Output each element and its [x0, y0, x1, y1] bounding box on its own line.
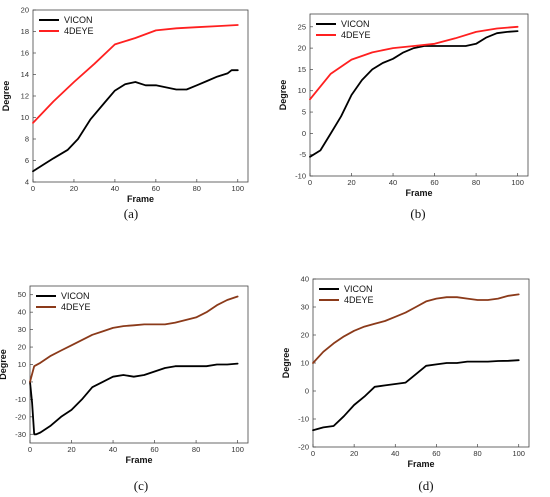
y-tick-label: 15 — [298, 65, 306, 74]
y-tick-label: -10 — [15, 395, 26, 404]
x-axis-label: Frame — [405, 188, 432, 198]
series-line-4deye — [309, 25, 519, 101]
x-tick-label: 100 — [511, 178, 524, 187]
panel-caption: (b) — [410, 206, 425, 221]
x-tick-label: 0 — [308, 178, 312, 187]
x-tick-label: 40 — [111, 184, 119, 193]
y-tick-label: 0 — [22, 377, 26, 386]
x-tick-label: 100 — [231, 445, 244, 454]
y-tick-label: 50 — [18, 290, 26, 299]
series-line-vicon — [309, 30, 519, 158]
x-axis-label: Frame — [125, 455, 152, 465]
x-tick-label: 60 — [430, 178, 438, 187]
plot-frame — [309, 13, 529, 177]
y-tick-label: -10 — [298, 415, 309, 424]
y-tick-label: 10 — [18, 360, 26, 369]
y-tick-label: -5 — [299, 150, 306, 159]
x-tick-label: 20 — [70, 184, 78, 193]
y-tick-label: 30 — [301, 303, 309, 312]
y-tick-label: 40 — [18, 308, 26, 317]
x-tick-label: 20 — [350, 449, 358, 458]
legend-label: VICON — [344, 284, 373, 294]
y-tick-label: 25 — [298, 22, 306, 31]
x-tick-label: 100 — [512, 449, 525, 458]
y-tick-label: 10 — [21, 113, 29, 122]
x-tick-label: 40 — [389, 178, 397, 187]
legend-label: 4DEYE — [61, 302, 91, 312]
chart-0: 0 20 40 60 80 100 4 6 8 10 12 14 16 18 20 Frame Degree VI… — [1, 6, 249, 221]
y-axis-label: Degree — [278, 80, 288, 111]
x-tick-label: 0 — [311, 449, 315, 458]
x-tick-label: 60 — [432, 449, 440, 458]
y-tick-label: 20 — [301, 331, 309, 340]
legend-label: VICON — [61, 291, 90, 301]
y-tick-label: 10 — [298, 86, 306, 95]
y-tick-label: 12 — [21, 92, 29, 101]
legend-label: VICON — [64, 15, 93, 25]
legend-label: VICON — [341, 19, 370, 29]
panel-caption: (a) — [124, 206, 138, 221]
x-tick-label: 60 — [150, 445, 158, 454]
y-tick-label: 10 — [301, 359, 309, 368]
chart-1: 0 20 40 60 80 100 -10 -5 0 5 10 15 20 25 Frame Degree VI… — [278, 13, 529, 221]
y-axis-label: Degree — [0, 349, 8, 380]
series-line-vicon — [312, 359, 520, 432]
y-tick-label: 0 — [305, 387, 309, 396]
legend-label: 4DEYE — [64, 26, 94, 36]
x-tick-label: 80 — [472, 178, 480, 187]
legend-label: 4DEYE — [341, 30, 371, 40]
x-tick-label: 40 — [109, 445, 117, 454]
y-tick-label: 8 — [25, 135, 29, 144]
chart-3: 0 20 40 60 80 100 -20 -10 0 10 20 30 40 Frame Degree VI… — [281, 275, 530, 493]
series-line-vicon — [29, 362, 239, 436]
y-tick-label: 18 — [21, 27, 29, 36]
y-tick-label: 0 — [302, 129, 306, 138]
legend-label: 4DEYE — [344, 295, 374, 305]
x-tick-label: 80 — [193, 184, 201, 193]
y-tick-label: 14 — [21, 70, 29, 79]
panel-caption: (c) — [134, 478, 148, 493]
y-tick-label: 30 — [18, 325, 26, 334]
x-tick-label: 40 — [391, 449, 399, 458]
y-tick-label: 40 — [301, 275, 309, 284]
y-tick-label: 20 — [18, 343, 26, 352]
series-line-4deye — [29, 295, 239, 383]
x-axis-label: Frame — [127, 194, 154, 204]
x-tick-label: 0 — [31, 184, 35, 193]
x-tick-label: 20 — [67, 445, 75, 454]
y-tick-label: -10 — [295, 172, 306, 181]
x-tick-label: 80 — [192, 445, 200, 454]
x-axis-label: Frame — [407, 459, 434, 469]
y-tick-label: 5 — [302, 108, 306, 117]
y-axis-label: Degree — [1, 81, 11, 112]
y-tick-label: -20 — [15, 412, 26, 421]
series-line-4deye — [32, 24, 239, 124]
x-tick-label: 0 — [28, 445, 32, 454]
series-line-4deye — [312, 293, 520, 364]
x-tick-label: 20 — [347, 178, 355, 187]
y-tick-label: -30 — [15, 430, 26, 439]
x-tick-label: 100 — [232, 184, 245, 193]
y-tick-label: 4 — [25, 178, 29, 187]
y-tick-label: 6 — [25, 156, 29, 165]
chart-2: 0 20 40 60 80 100 -30 -20 -10 0 10 20 30 40 50 Frame Deg… — [0, 285, 249, 493]
y-axis-label: Degree — [281, 348, 291, 379]
x-tick-label: 80 — [473, 449, 481, 458]
y-tick-label: 16 — [21, 49, 29, 58]
series-line-vicon — [32, 69, 239, 173]
x-tick-label: 60 — [152, 184, 160, 193]
y-tick-label: 20 — [21, 6, 29, 15]
panel-caption: (d) — [418, 478, 433, 493]
y-tick-label: 20 — [298, 44, 306, 53]
y-tick-label: -20 — [298, 443, 309, 452]
